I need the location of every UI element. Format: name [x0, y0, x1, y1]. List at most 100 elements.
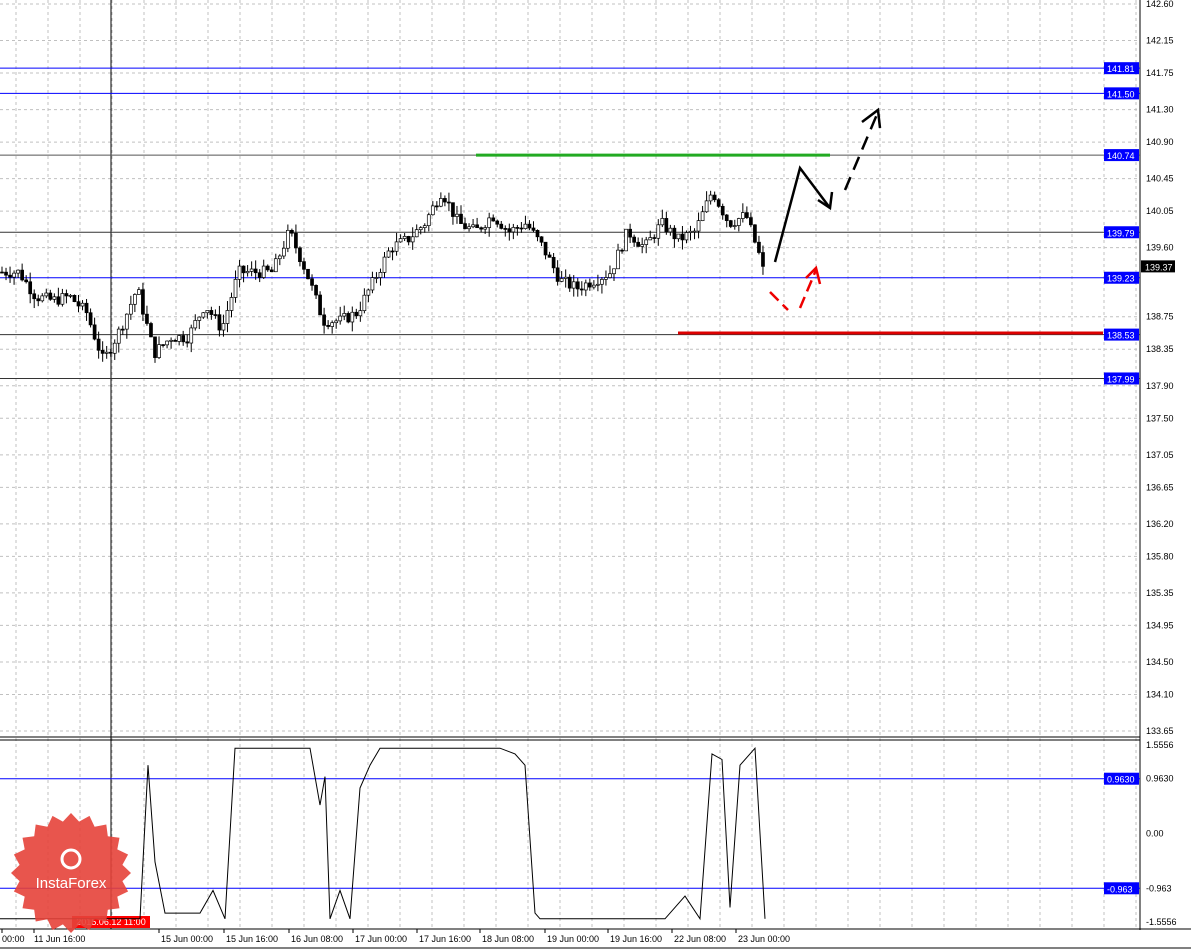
candle-body [708, 194, 713, 202]
candle-body [165, 340, 169, 346]
candle-body [133, 294, 137, 305]
candle-body [237, 265, 242, 280]
candle-body [583, 282, 588, 291]
candle-body [60, 293, 65, 305]
candle-body [757, 241, 761, 253]
candle-body [612, 268, 616, 275]
candle-body [740, 212, 745, 219]
candle-body [430, 205, 435, 216]
candle-body [745, 212, 749, 218]
current-price-label: 139.37 [1145, 262, 1173, 272]
svg-text:InstaForex: InstaForex [36, 875, 107, 892]
level-price-label: 141.50 [1107, 89, 1135, 99]
y-tick-label: 138.35 [1146, 344, 1174, 354]
level-price-tag [1104, 149, 1139, 162]
candle-body [406, 236, 411, 243]
candle-body [720, 205, 725, 216]
candle-body [290, 229, 294, 234]
candle-body [20, 269, 24, 281]
candle-body [185, 341, 190, 344]
candle-body [567, 276, 572, 289]
instaforex-logo: InstaForex [10, 812, 132, 934]
candle-body [241, 265, 246, 274]
candle-body [350, 311, 355, 323]
candle-body [269, 269, 274, 273]
level-price-tag [1104, 372, 1139, 385]
osc-tick-label: -0.963 [1146, 883, 1172, 893]
candle-body [531, 227, 536, 231]
x-tick-label: 15 Jun 00:00 [161, 934, 213, 944]
candle-body [68, 294, 73, 297]
candle-body [322, 314, 326, 326]
osc-level-tag [1104, 882, 1139, 895]
candle-body [193, 320, 198, 329]
candle-body [370, 277, 375, 291]
candle-body [479, 227, 483, 230]
y-tick-label: 137.50 [1146, 413, 1174, 423]
x-tick-label: 00:00 [2, 934, 25, 944]
candle-body [249, 268, 254, 272]
candle-body [571, 281, 576, 289]
candle-body [418, 227, 423, 231]
candle-body [330, 322, 335, 327]
candle-body [64, 293, 69, 297]
candle-body [447, 201, 451, 204]
candle-body [511, 227, 516, 233]
candle-body [620, 249, 624, 252]
candle-body [551, 256, 556, 269]
candle-body [463, 223, 467, 230]
candle-body [575, 281, 580, 290]
candle-body [712, 194, 717, 201]
candle-body [265, 265, 270, 271]
candle-body [467, 226, 471, 230]
level-price-label: 139.23 [1107, 274, 1135, 284]
candle-body [205, 310, 210, 314]
candle-body [366, 289, 371, 296]
candle-body [555, 267, 560, 282]
candle-body [225, 310, 230, 324]
candle-body [491, 217, 496, 222]
candle-body [221, 323, 226, 331]
candle-body [8, 274, 12, 278]
candle-body [257, 272, 262, 278]
candle-body [189, 327, 194, 344]
candle-body [149, 323, 153, 338]
candle-body [390, 250, 395, 253]
candle-body [700, 211, 705, 222]
candle-body [716, 199, 721, 207]
candle-body [579, 288, 584, 291]
candle-body [749, 217, 753, 226]
candle-body [84, 302, 89, 314]
oscillator-line [0, 746, 766, 921]
candle-body [519, 227, 524, 230]
candle-body [294, 232, 298, 249]
x-tick-label: 17 Jun 16:00 [419, 934, 471, 944]
forecast-arrow [773, 165, 831, 263]
candle-body [145, 313, 149, 324]
candle-body [141, 289, 145, 315]
candle-body [56, 296, 61, 305]
candle-body [302, 261, 306, 270]
candle-body [177, 335, 182, 342]
x-tick-label: 23 Jun 00:00 [738, 934, 790, 944]
level-price-label: 141.81 [1107, 64, 1135, 74]
candle-body [342, 313, 347, 317]
candle-body [676, 233, 681, 240]
candle-body [346, 313, 351, 323]
candle-body [596, 283, 600, 286]
candle-body [628, 228, 632, 238]
candle-body [209, 310, 214, 315]
candle-body [92, 324, 97, 340]
x-tick-label: 15 Jun 16:00 [226, 934, 278, 944]
y-tick-label: 134.10 [1146, 689, 1174, 699]
candle-body [475, 224, 479, 229]
level-price-label: 137.99 [1107, 374, 1135, 384]
y-tick-label: 140.90 [1146, 137, 1174, 147]
candle-body [753, 224, 757, 243]
candle-body [273, 258, 278, 273]
candle-body [704, 200, 709, 213]
x-tick-label: 17 Jun 00:00 [355, 934, 407, 944]
candle-body [648, 237, 653, 241]
candle-body [24, 279, 29, 283]
